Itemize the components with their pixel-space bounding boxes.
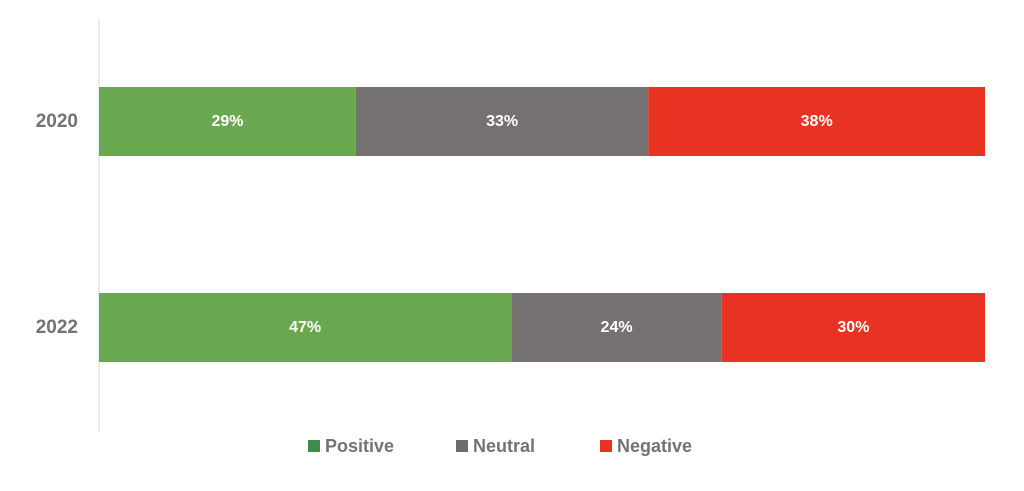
bar-negative-2022 bbox=[721, 293, 985, 362]
legend-swatch-neutral bbox=[456, 440, 468, 452]
bar-positive-2022 bbox=[99, 293, 512, 362]
bars-group bbox=[99, 87, 985, 362]
data-label-positive-2020: 29% bbox=[211, 113, 243, 130]
bar-negative-2020 bbox=[648, 87, 985, 156]
bar-neutral-2022 bbox=[511, 293, 722, 362]
category-label-2022: 2022 bbox=[36, 317, 78, 338]
category-labels-group: 2020 2022 bbox=[36, 111, 78, 338]
data-label-neutral-2020: 33% bbox=[486, 113, 518, 130]
legend-label-negative: Negative bbox=[617, 436, 692, 456]
bar-positive-2020 bbox=[99, 87, 356, 156]
legend-swatch-negative bbox=[600, 440, 612, 452]
legend-swatch-positive bbox=[308, 440, 320, 452]
bar-neutral-2020 bbox=[355, 87, 649, 156]
legend-label-neutral: Neutral bbox=[473, 436, 535, 456]
legend-label-positive: Positive bbox=[325, 436, 394, 456]
data-label-positive-2022: 47% bbox=[289, 319, 321, 336]
data-label-negative-2020: 38% bbox=[801, 113, 833, 130]
data-label-neutral-2022: 24% bbox=[601, 319, 633, 336]
legend: Positive Neutral Negative bbox=[308, 436, 692, 456]
data-labels-group: 29% 33% 38% 47% 24% 30% bbox=[211, 113, 869, 336]
category-label-2020: 2020 bbox=[36, 111, 78, 132]
data-label-negative-2022: 30% bbox=[837, 319, 869, 336]
